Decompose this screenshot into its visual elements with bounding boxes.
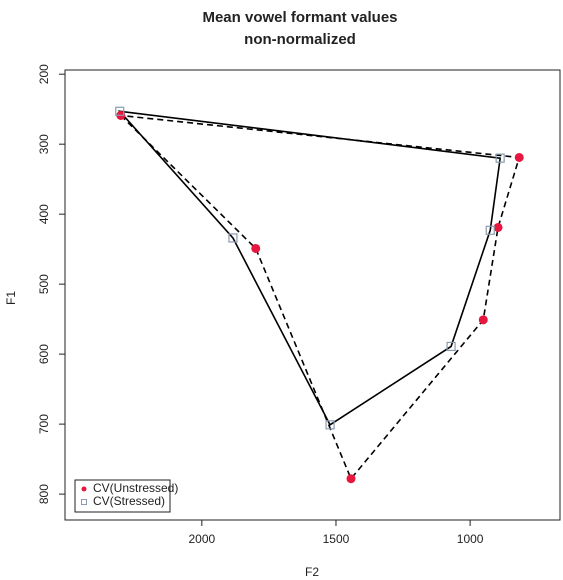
x-tick-label: 1500	[323, 532, 350, 546]
y-tick-label: 800	[37, 484, 51, 504]
y-tick-label: 400	[37, 204, 51, 224]
point	[347, 474, 356, 483]
y-axis-label: F1	[4, 291, 18, 305]
point	[515, 153, 524, 162]
legend-label: CV(Stressed)	[93, 494, 165, 508]
series-outline	[121, 115, 519, 478]
y-tick-label: 700	[37, 414, 51, 434]
series-outline	[120, 111, 500, 425]
point	[251, 244, 260, 253]
y-tick-label: 200	[37, 64, 51, 84]
chart-subtitle: non-normalized	[244, 31, 356, 48]
x-tick-label: 1000	[457, 532, 484, 546]
legend-marker	[82, 487, 87, 492]
plot-frame	[65, 70, 560, 520]
point	[479, 315, 488, 324]
x-axis-label: F2	[305, 565, 319, 579]
x-tick-label: 2000	[188, 532, 215, 546]
y-tick-label: 500	[37, 274, 51, 294]
legend-label: CV(Unstressed)	[93, 481, 178, 495]
y-tick-label: 300	[37, 134, 51, 154]
point	[494, 223, 503, 232]
chart-title: Mean vowel formant values	[202, 9, 397, 26]
chart: Mean vowel formant values non-normalized…	[0, 0, 563, 580]
y-tick-label: 600	[37, 344, 51, 364]
